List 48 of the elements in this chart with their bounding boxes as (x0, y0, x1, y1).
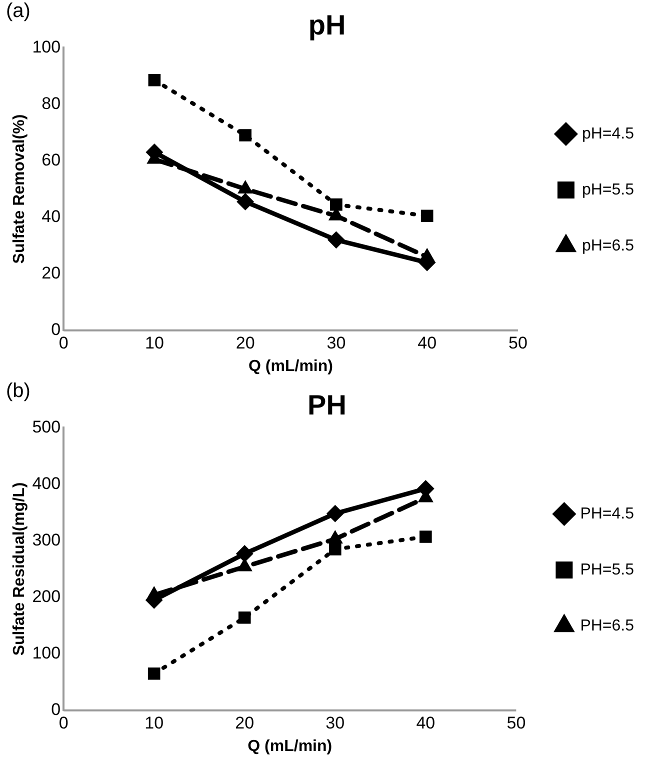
point (238, 611, 251, 624)
x-tick-label: 10 (144, 333, 164, 352)
legend-label: PH=4.5 (580, 505, 634, 522)
point (239, 129, 252, 142)
x-axis-title: Q (mL/min) (248, 358, 333, 375)
y-tick-label: 40 (42, 206, 61, 226)
x-tick-label: 40 (418, 333, 437, 352)
legend-label: pH=5.5 (582, 181, 634, 198)
x-tick-label: 10 (144, 713, 164, 732)
y-tick-label: 60 (42, 150, 61, 170)
point (148, 74, 161, 86)
x-tick-label: 20 (236, 333, 255, 352)
y-axis-title: Sulfate Residual(mg/L) (11, 482, 28, 656)
legend-label: pH=6.5 (582, 237, 634, 254)
legend-label: PH=6.5 (580, 617, 634, 634)
point (330, 198, 342, 211)
text: (a) (6, 0, 30, 23)
legend-label: PH=5.5 (580, 561, 634, 578)
y-tick-label: 100 (32, 644, 61, 663)
x-tick-label: 30 (326, 713, 345, 732)
x-tick-label: 30 (326, 333, 346, 352)
y-tick-label: 300 (32, 530, 61, 550)
point (326, 505, 344, 522)
x-tick-label: 20 (235, 713, 254, 732)
legend-label: pH=4.5 (582, 125, 634, 142)
y-tick-label: 20 (42, 264, 61, 283)
point (420, 530, 432, 543)
chart-title: pH (308, 10, 346, 41)
y-tick-label: 500 (32, 417, 61, 436)
point (148, 667, 160, 680)
x-tick-label: 50 (506, 713, 526, 732)
chart-title: PH (308, 390, 346, 421)
point (420, 210, 434, 222)
point (328, 231, 345, 248)
y-tick-label: 200 (32, 586, 61, 606)
y-tick-label: 80 (42, 94, 61, 113)
y-axis-title: Sulfate Removal(%) (11, 114, 28, 264)
x-tick-label: 50 (508, 333, 528, 352)
y-tick-label: 0 (51, 320, 61, 340)
text: (b) (6, 380, 30, 403)
y-tick-label: 400 (32, 474, 61, 493)
point (236, 545, 254, 562)
x-axis-title: Q (mL/min) (248, 738, 332, 755)
y-tick-label: 100 (32, 37, 61, 56)
point (236, 193, 254, 210)
y-tick-label: 0 (51, 700, 61, 720)
x-tick-label: 40 (416, 713, 436, 732)
point (328, 543, 342, 556)
